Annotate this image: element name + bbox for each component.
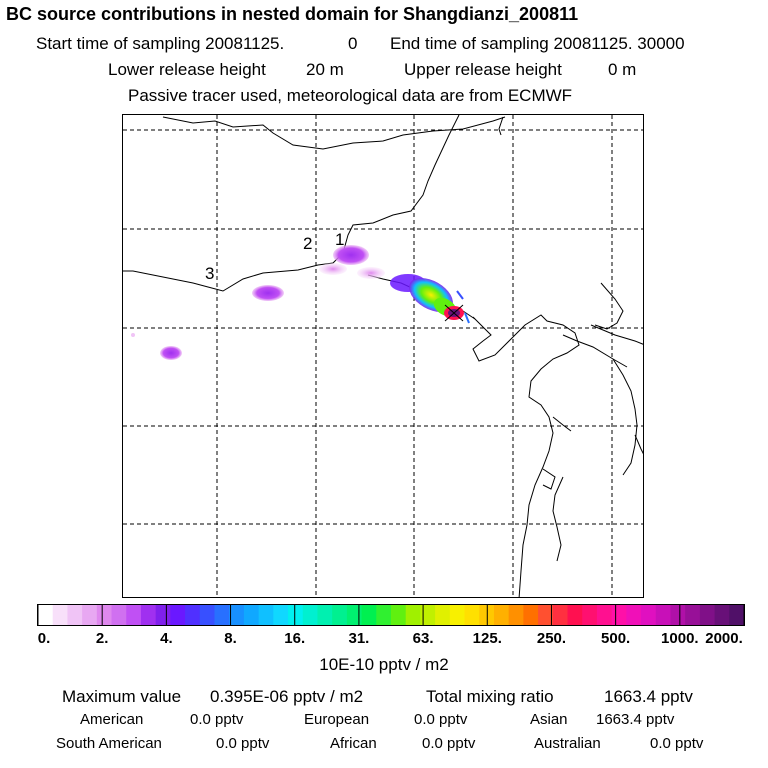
- region-name-asian: Asian: [530, 711, 568, 728]
- colorbar-swatch: [199, 605, 215, 625]
- region-value-south-american: 0.0 pptv: [216, 735, 270, 752]
- colorbar-tick-label: 63.: [412, 630, 434, 647]
- colorbar-swatch: [611, 605, 627, 625]
- colorbar-tick-label: 0.: [37, 630, 51, 647]
- region-value-american: 0.0 pptv: [190, 711, 244, 728]
- colorbar-swatch: [655, 605, 671, 625]
- colorbar-swatch: [82, 605, 98, 625]
- marker-1: 1: [335, 230, 344, 249]
- colorbar-swatch: [670, 605, 686, 625]
- colorbar-swatch: [641, 605, 657, 625]
- marker-3: 3: [205, 264, 214, 283]
- colorbar-swatch: [596, 605, 613, 625]
- colorbar-swatch: [523, 605, 539, 625]
- colorbar-swatch: [361, 605, 377, 625]
- colorbar-swatch: [552, 605, 568, 625]
- colorbar-tick-label: 125.: [472, 630, 502, 647]
- colorbar-swatch: [155, 605, 171, 625]
- colorbar-swatch: [332, 605, 348, 625]
- region-name-australian: Australian: [534, 735, 601, 752]
- colorbar-swatch: [685, 605, 701, 625]
- region-value-asian: 1663.4 pptv: [596, 711, 675, 728]
- region-value-african: 0.0 pptv: [422, 735, 476, 752]
- colorbar-tick-label: 250.: [536, 630, 567, 647]
- region-value-australian: 0.0 pptv: [650, 735, 704, 752]
- colorbar-swatch: [582, 605, 598, 625]
- colorbar-swatch: [302, 605, 318, 625]
- map-gridlines: [123, 115, 643, 597]
- colorbar-svg: [38, 605, 744, 625]
- colorbar-swatch: [626, 605, 642, 625]
- region-name-south-american: South American: [56, 735, 162, 752]
- upper-release-label: Upper release height: [404, 60, 562, 79]
- region-name-european: European: [304, 711, 370, 728]
- colorbar-tick-label: 4.: [160, 630, 173, 647]
- colorbar-swatch: [96, 605, 113, 625]
- colorbar-units: 10E-10 pptv / m2: [319, 655, 449, 674]
- colorbar-tick-label: 500.: [601, 630, 631, 647]
- colorbar-swatch: [420, 605, 436, 625]
- region-value-european: 0.0 pptv: [414, 711, 468, 728]
- concentration-plumes: [131, 245, 470, 360]
- colorbar-swatch: [508, 605, 524, 625]
- colorbar-swatch: [317, 605, 333, 625]
- colorbar-swatch: [273, 605, 289, 625]
- colorbar-tick-label: 8.: [224, 630, 237, 647]
- start-time-label: Start time of sampling 20081125.: [36, 34, 285, 53]
- colorbar: [37, 604, 745, 626]
- colorbar-swatch: [538, 605, 554, 625]
- map-panel: 1 2 3: [122, 114, 644, 598]
- colorbar-swatch: [170, 605, 186, 625]
- colorbar-swatch: [214, 605, 230, 625]
- source-markers: 1 2 3: [205, 230, 344, 283]
- colorbar-swatch: [185, 605, 201, 625]
- max-value: 0.395E-06 pptv / m2: [210, 687, 364, 706]
- colorbar-swatch: [52, 605, 68, 625]
- colorbar-swatch: [449, 605, 466, 625]
- colorbar-tick-label: 16.: [284, 630, 306, 647]
- colorbar-tick-label: 2000.: [705, 630, 743, 647]
- colorbar-swatch: [288, 605, 304, 625]
- map-svg: 1 2 3: [123, 115, 643, 597]
- colorbar-swatch: [729, 605, 744, 625]
- marker-2: 2: [303, 234, 312, 253]
- colorbar-swatch: [376, 605, 392, 625]
- region-name-american: American: [80, 711, 144, 728]
- colorbar-swatch: [38, 605, 54, 625]
- colorbar-swatch: [493, 605, 510, 625]
- lower-release-value: 20 m: [306, 60, 344, 79]
- colorbar-swatch: [567, 605, 583, 625]
- colorbar-swatch: [229, 605, 245, 625]
- start-time-value: 0: [348, 34, 358, 53]
- page-title: BC source contributions in nested domain…: [6, 4, 579, 24]
- max-value-label: Maximum value: [62, 687, 182, 706]
- end-time-label: End time of sampling 20081125. 30000: [390, 34, 685, 53]
- colorbar-swatch: [699, 605, 716, 625]
- colorbar-tick-label: 31.: [348, 630, 370, 647]
- colorbar-swatch: [714, 605, 730, 625]
- colorbar-swatch: [126, 605, 142, 625]
- total-mixing-label: Total mixing ratio: [426, 687, 554, 706]
- colorbar-swatch: [435, 605, 451, 625]
- colorbar-tick-label: 2.: [95, 630, 109, 647]
- colorbar-swatch: [405, 605, 421, 625]
- colorbar-swatch: [111, 605, 127, 625]
- colorbar-swatch: [67, 605, 83, 625]
- region-name-african: African: [330, 735, 377, 752]
- lower-release-label: Lower release height: [108, 60, 266, 79]
- upper-release-value: 0 m: [608, 60, 637, 79]
- colorbar-swatch: [391, 605, 407, 625]
- colorbar-swatch: [140, 605, 157, 625]
- map-coastlines: [123, 115, 643, 597]
- tracer-note: Passive tracer used, meteorological data…: [128, 86, 573, 105]
- colorbar-tick-label: 1000.: [661, 630, 699, 647]
- colorbar-swatch: [464, 605, 480, 625]
- total-mixing-value: 1663.4 pptv: [604, 687, 693, 706]
- colorbar-swatch: [243, 605, 260, 625]
- colorbar-swatch: [258, 605, 274, 625]
- colorbar-swatch: [346, 605, 363, 625]
